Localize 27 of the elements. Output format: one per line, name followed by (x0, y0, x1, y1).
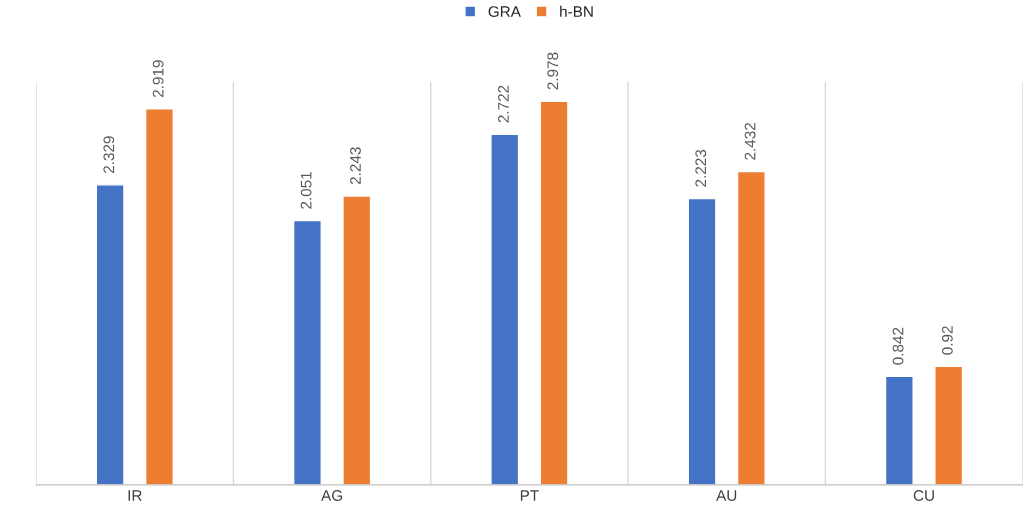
data-label: 2.051 (300, 172, 312, 209)
data-label: 2.978 (547, 52, 559, 90)
legend-label: h-BN (560, 5, 593, 17)
bar (95, 184, 125, 485)
x-tick-label: AU (716, 490, 737, 501)
bar (934, 365, 964, 485)
bar (736, 170, 766, 485)
bar (539, 100, 569, 485)
legend-label: GRA (488, 6, 521, 18)
x-tick-label: AG (321, 490, 342, 501)
data-label: 0.842 (892, 327, 904, 365)
data-label: 2.432 (744, 123, 756, 160)
bar (490, 133, 520, 485)
bar (687, 197, 717, 485)
bar (144, 108, 174, 485)
data-label: 2.329 (103, 136, 115, 173)
data-label: 2.223 (695, 149, 707, 187)
bar (342, 195, 372, 485)
data-label: 2.243 (350, 147, 361, 185)
data-label: 0.92 (941, 326, 953, 355)
data-label: 2.722 (498, 85, 509, 123)
x-tick-label: CU (913, 490, 934, 501)
x-tick-label: IR (128, 490, 142, 501)
bar (884, 375, 914, 485)
data-label: 2.919 (152, 60, 164, 98)
bar (292, 219, 322, 485)
x-tick-label: PT (520, 490, 539, 501)
